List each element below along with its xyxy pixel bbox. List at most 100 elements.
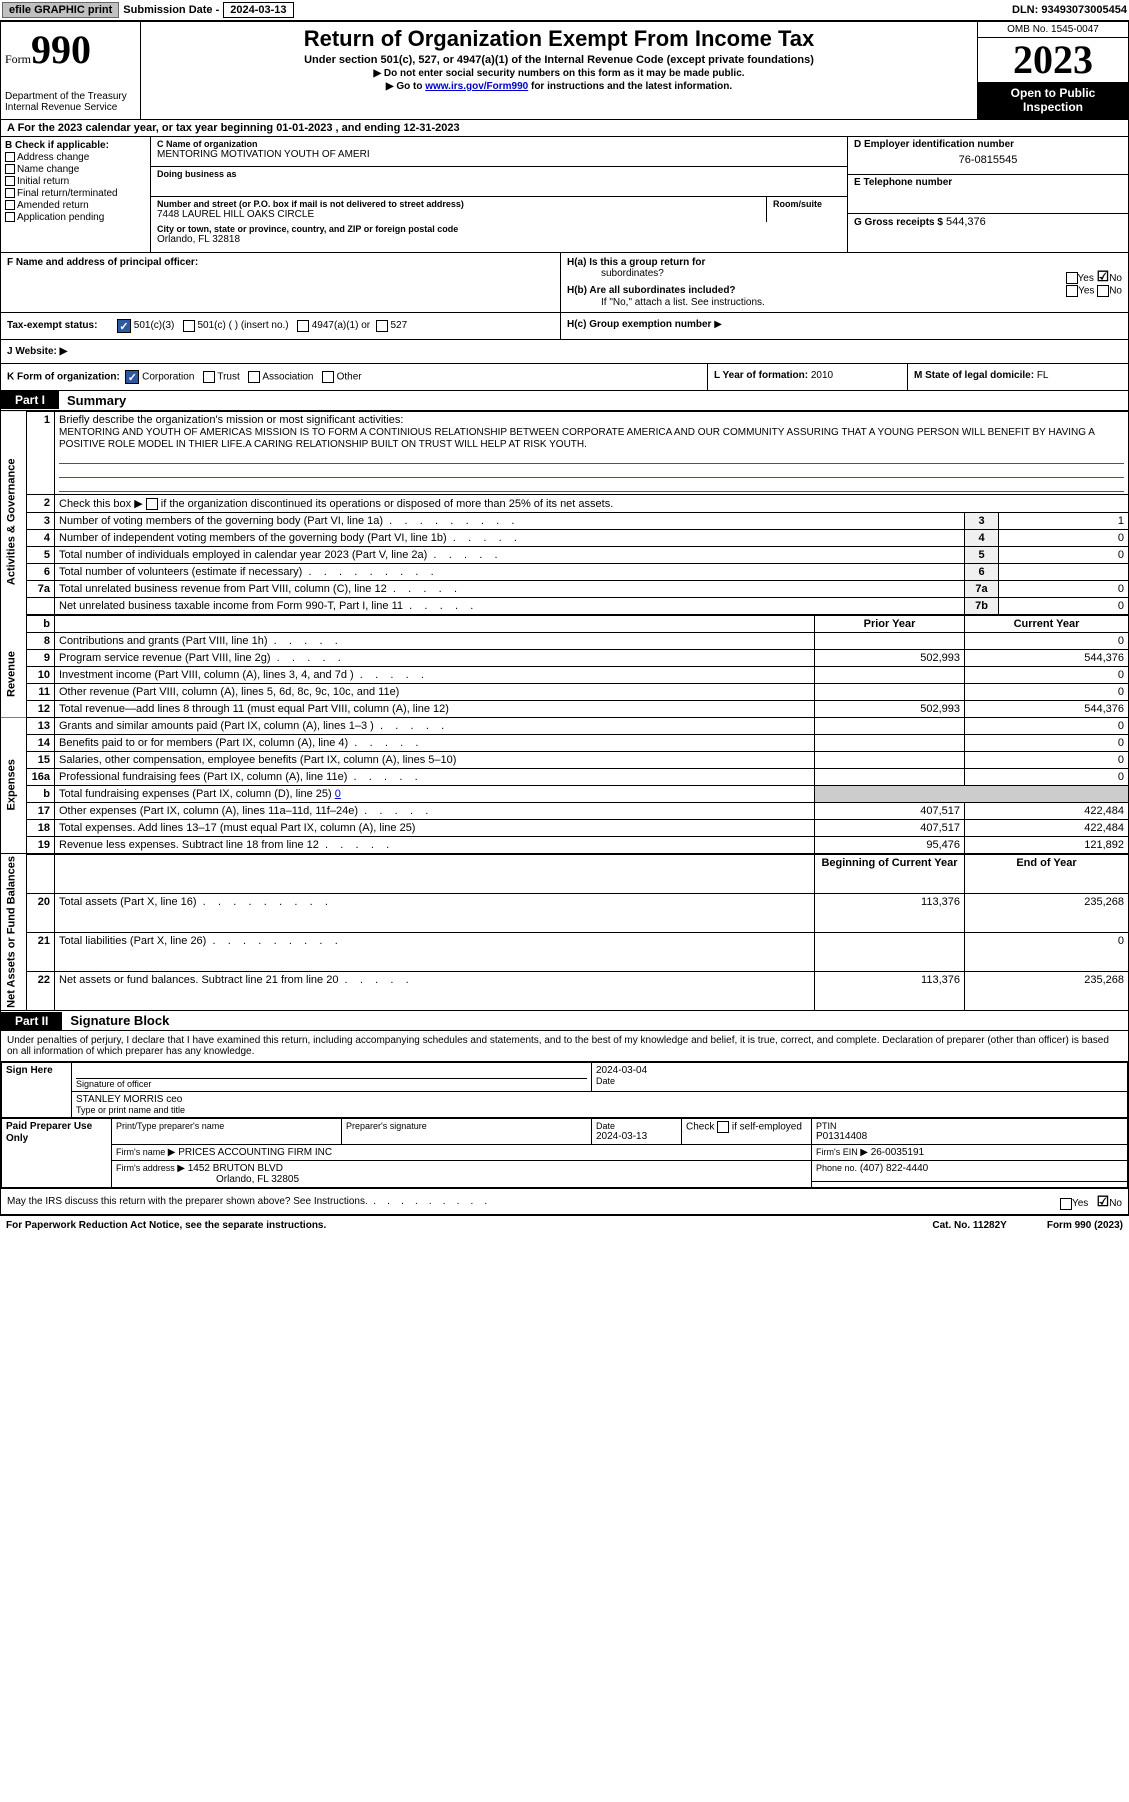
cb-other[interactable] <box>322 371 334 383</box>
ln16a-desc: Professional fundraising fees (Part IX, … <box>55 768 815 785</box>
cb-amended-return[interactable]: Amended return <box>5 200 146 211</box>
line-14: 14 Benefits paid to or for members (Part… <box>1 734 1129 751</box>
ln8-desc: Contributions and grants (Part VIII, lin… <box>55 632 815 649</box>
phone-cell: E Telephone number <box>848 175 1128 214</box>
gross-receipts-label: G Gross receipts $ <box>854 217 943 228</box>
line-7a: 7a Total unrelated business revenue from… <box>1 580 1129 597</box>
suite-label: Room/suite <box>773 199 841 209</box>
signature-block: Under penalties of perjury, I declare th… <box>0 1031 1129 1215</box>
i-label: Tax-exempt status: <box>7 320 117 331</box>
ln16b-link[interactable]: 0 <box>335 788 341 800</box>
website-row: J Website: ▶ <box>0 340 1129 364</box>
cb-association[interactable] <box>248 371 260 383</box>
line-4: 4 Number of independent voting members o… <box>1 529 1129 546</box>
ln10-desc: Investment income (Part VIII, column (A)… <box>55 666 815 683</box>
ln22-curr: 235,268 <box>965 972 1129 1011</box>
ha-yes-checkbox[interactable] <box>1066 272 1078 284</box>
cb-corporation[interactable]: ✓ <box>125 370 139 384</box>
cb-address-change[interactable]: Address change <box>5 152 146 163</box>
cb-501c3[interactable]: ✓ <box>117 319 131 333</box>
cb-discontinued[interactable] <box>146 498 158 510</box>
ln15-desc: Salaries, other compensation, employee b… <box>55 751 815 768</box>
hb-note: If "No," attach a list. See instructions… <box>567 297 1122 308</box>
ln2-num: 2 <box>27 494 55 512</box>
cb-name-change[interactable]: Name change <box>5 164 146 175</box>
cb-initial-return[interactable]: Initial return <box>5 176 146 187</box>
ln16a-curr: 0 <box>965 768 1129 785</box>
ln1-num: 1 <box>27 411 55 494</box>
cb-trust[interactable] <box>203 371 215 383</box>
cb-final-return[interactable]: Final return/terminated <box>5 188 146 199</box>
top-bar: efile GRAPHIC print Submission Date - 20… <box>0 0 1129 21</box>
hdr-prior-year: Prior Year <box>815 615 965 633</box>
discuss-no-checkbox[interactable]: ☑ <box>1097 1193 1110 1209</box>
ln6-val <box>999 563 1129 580</box>
footer-form: Form 990 (2023) <box>1047 1220 1123 1231</box>
declaration-text: Under penalties of perjury, I declare th… <box>1 1031 1128 1062</box>
org-name-label: C Name of organization <box>157 139 841 149</box>
state-domicile: M State of legal domicile: FL <box>908 364 1128 390</box>
ha-no-checkbox[interactable]: ☑ <box>1097 268 1110 284</box>
line-21: 21 Total liabilities (Part X, line 26) 0 <box>1 933 1129 972</box>
officer-name-cell: STANLEY MORRIS ceo Type or print name an… <box>72 1092 1128 1118</box>
ln8-curr: 0 <box>965 632 1129 649</box>
hb-yesno: Yes No <box>1066 285 1122 297</box>
cb-4947[interactable] <box>297 320 309 332</box>
sig-date-cell: 2024-03-04 Date <box>592 1063 1128 1092</box>
city-label: City or town, state or province, country… <box>157 224 841 234</box>
cb-527[interactable] <box>376 320 388 332</box>
part2-title: Signature Block <box>62 1011 177 1030</box>
line-3: 3 Number of voting members of the govern… <box>1 512 1129 529</box>
prep-sig-cell: Preparer's signature <box>342 1119 592 1145</box>
ln14-desc: Benefits paid to or for members (Part IX… <box>55 734 815 751</box>
year-formation: L Year of formation: 2010 <box>708 364 908 390</box>
city-cell: City or town, state or province, country… <box>151 222 847 252</box>
ln13-desc: Grants and similar amounts paid (Part IX… <box>55 717 815 734</box>
ln8-prior <box>815 632 965 649</box>
col-headers-1: b Prior Year Current Year <box>1 615 1129 633</box>
page-footer: For Paperwork Reduction Act Notice, see … <box>0 1215 1129 1235</box>
cb-application-pending[interactable]: Application pending <box>5 212 146 223</box>
line-19: 19 Revenue less expenses. Subtract line … <box>1 836 1129 854</box>
ln20-prior: 113,376 <box>815 894 965 933</box>
discuss-yesno: Yes ☑No <box>1060 1193 1122 1210</box>
ptin-cell: PTIN P01314408 <box>812 1119 1128 1145</box>
firm-phone-cell: Phone no. (407) 822-4440 <box>812 1161 1128 1182</box>
street-label: Number and street (or P.O. box if mail i… <box>157 199 760 209</box>
ln15-prior <box>815 751 965 768</box>
dln: DLN: 93493073005454 <box>1012 4 1127 16</box>
ln7a-desc: Total unrelated business revenue from Pa… <box>55 580 965 597</box>
ln7a-val: 0 <box>999 580 1129 597</box>
line-5: 5 Total number of individuals employed i… <box>1 546 1129 563</box>
col-b-checkboxes: B Check if applicable: Address change Na… <box>1 137 151 252</box>
ln3-box: 3 <box>965 512 999 529</box>
ln16b-desc: Total fundraising expenses (Part IX, col… <box>55 785 815 802</box>
hb-yes-checkbox[interactable] <box>1066 285 1078 297</box>
side-revenue: Revenue <box>1 632 27 717</box>
footer-cat: Cat. No. 11282Y <box>932 1220 1006 1231</box>
submission-date: 2024-03-13 <box>223 2 293 18</box>
self-employed-cell: Check if self-employed <box>682 1119 812 1145</box>
row-klm: K Form of organization: ✓ Corporation Tr… <box>0 364 1129 391</box>
row-a-tax-year: A For the 2023 calendar year, or tax yea… <box>0 120 1129 137</box>
form-number: 990 <box>31 27 91 72</box>
org-name-value: MENTORING MOTIVATION YOUTH OF AMERI <box>157 149 841 160</box>
ln2-desc: Check this box ▶ if the organization dis… <box>55 494 1129 512</box>
hc-row: H(c) Group exemption number ▶ <box>561 313 1128 339</box>
block-fgh: F Name and address of principal officer:… <box>0 253 1129 313</box>
org-name-cell: C Name of organization MENTORING MOTIVAT… <box>151 137 847 167</box>
cb-501c[interactable] <box>183 320 195 332</box>
discuss-yes-checkbox[interactable] <box>1060 1198 1072 1210</box>
irs-link[interactable]: www.irs.gov/Form990 <box>425 81 528 92</box>
cb-self-employed[interactable] <box>717 1121 729 1133</box>
prep-name-cell: Print/Type preparer's name <box>112 1119 342 1145</box>
ein-cell: D Employer identification number 76-0815… <box>848 137 1128 176</box>
ln5-desc: Total number of individuals employed in … <box>55 546 965 563</box>
ln14-prior <box>815 734 965 751</box>
efile-print-button[interactable]: efile GRAPHIC print <box>2 2 119 18</box>
hb-no-checkbox[interactable] <box>1097 285 1109 297</box>
ln18-desc: Total expenses. Add lines 13–17 (must eq… <box>55 819 815 836</box>
omb-number: OMB No. 1545-0047 <box>978 22 1128 38</box>
gross-receipts-value: 544,376 <box>946 216 986 228</box>
firm-addr-cell: Firm's address ▶ 1452 BRUTON BLVD Orland… <box>112 1161 812 1188</box>
